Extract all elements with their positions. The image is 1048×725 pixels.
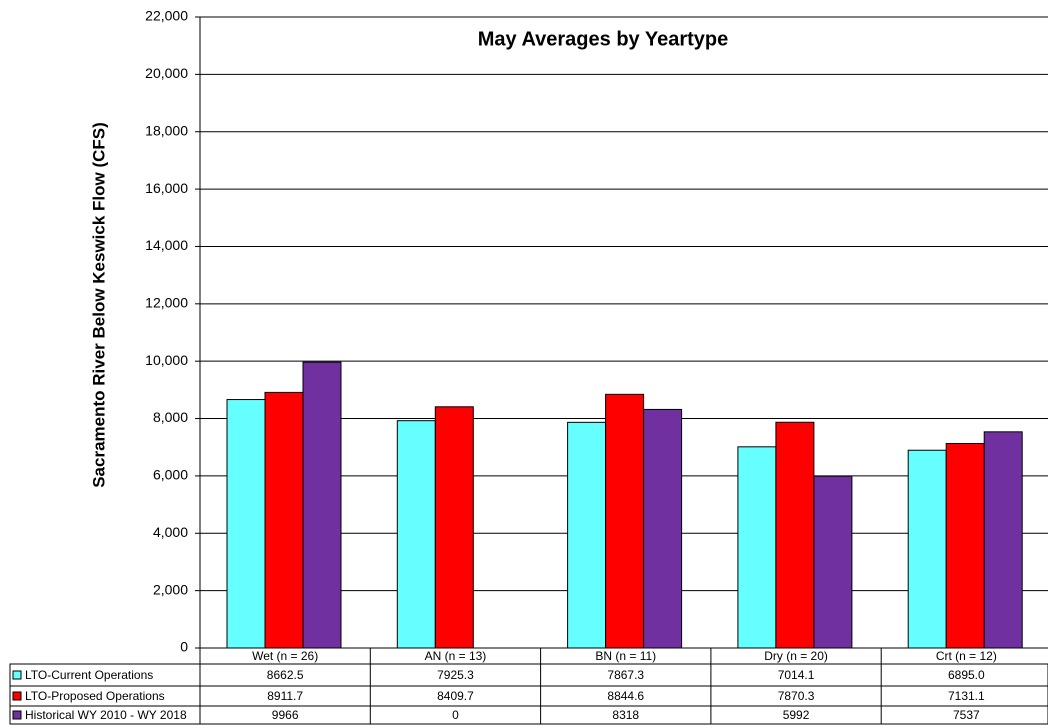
bar (813, 475, 853, 649)
y-tick-label: 14,000 (145, 237, 188, 253)
data-label: 7867.3 (607, 668, 644, 682)
bar (907, 449, 947, 649)
legend-key (12, 710, 22, 720)
y-tick-label: 18,000 (145, 122, 188, 138)
x-tick-label: AN (n = 13) (425, 649, 487, 663)
bar (775, 421, 815, 649)
data-label: 8662.5 (267, 668, 304, 682)
bar (605, 393, 645, 649)
data-label: 7014.1 (778, 668, 815, 682)
y-tick-label: 8,000 (153, 409, 188, 425)
bar (567, 421, 607, 649)
data-label: 8409.7 (437, 689, 474, 703)
y-tick-label: 16,000 (145, 180, 188, 196)
legend-key (12, 670, 22, 680)
y-tick-label: 0 (180, 639, 188, 655)
data-label: 8844.6 (607, 689, 644, 703)
y-tick-label: 22,000 (145, 8, 188, 24)
y-tick-label: 12,000 (145, 295, 188, 311)
y-tick-label: 6,000 (153, 467, 188, 483)
x-tick-label: Crt (n = 12) (936, 649, 997, 663)
data-label: 7925.3 (437, 668, 474, 682)
legend-key (12, 691, 22, 701)
data-label: 7870.3 (778, 689, 815, 703)
legend-label: Historical WY 2010 - WY 2018 (25, 708, 187, 722)
x-tick-label: Wet (n = 26) (252, 649, 318, 663)
legend-label: LTO-Proposed Operations (25, 689, 165, 703)
data-label: 9966 (272, 708, 299, 722)
bar (737, 446, 777, 649)
x-tick-label: Dry (n = 20) (764, 649, 828, 663)
y-tick-label: 10,000 (145, 352, 188, 368)
legend-label: LTO-Current Operations (25, 668, 153, 682)
y-tick-label: 2,000 (153, 581, 188, 597)
bar (226, 399, 266, 649)
y-tick-label: 4,000 (153, 524, 188, 540)
bar (264, 391, 304, 649)
bar (643, 408, 683, 649)
chart-title: May Averages by Yeartype (478, 28, 729, 50)
y-tick-label: 20,000 (145, 65, 188, 81)
data-label: 6895.0 (948, 668, 985, 682)
bar (983, 431, 1023, 649)
data-label: 8911.7 (267, 689, 303, 703)
data-label: 0 (452, 708, 459, 722)
x-tick-label: BN (n = 11) (595, 649, 656, 663)
data-label: 7131.1 (948, 689, 985, 703)
data-label: 7537 (953, 708, 980, 722)
bar (302, 361, 342, 649)
bar (434, 406, 474, 649)
data-label: 5992 (783, 708, 810, 722)
y-axis-label: Sacramento River Below Keswick Flow (CFS… (89, 122, 108, 488)
bar (945, 442, 985, 649)
data-label: 8318 (612, 708, 639, 722)
bar (396, 420, 436, 649)
